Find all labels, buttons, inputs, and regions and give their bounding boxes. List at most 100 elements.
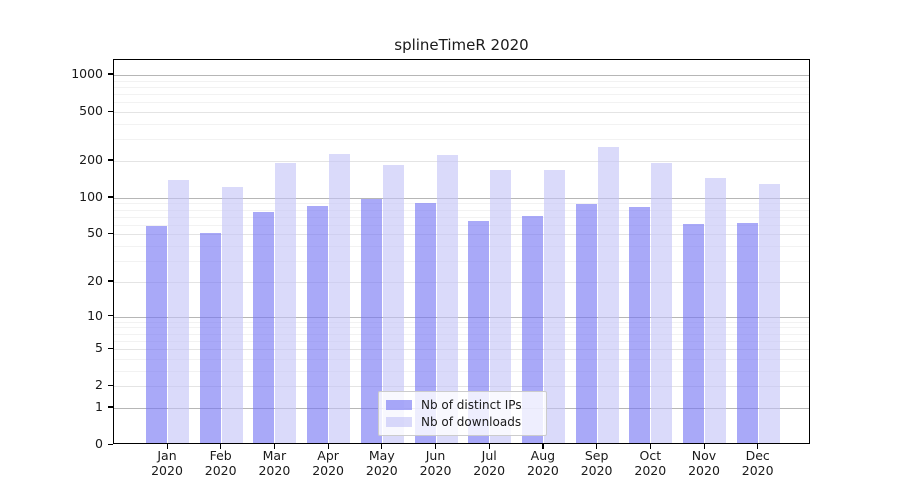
x-tick-year: 2020 [473,463,506,478]
x-tick-label: Sep 2020 [565,448,629,478]
bar-distinct-ips [146,226,167,443]
bar-downloads [651,163,673,443]
minor-gridline [114,80,809,82]
x-tick-year: 2020 [419,463,452,478]
x-tick-mark [542,444,544,449]
x-tick-label: Oct 2020 [618,448,682,478]
x-tick-label: Jun 2020 [404,448,468,478]
bar-distinct-ips [575,203,597,443]
x-tick-month: Jul [481,448,497,463]
bar-distinct-ips [253,211,275,443]
x-tick-mark [596,444,598,449]
x-tick-label: Nov 2020 [672,448,736,478]
y-tick-label: 200 [79,151,103,167]
y-tick-label: 1000 [71,65,103,81]
legend-label-downloads: Nb of downloads [421,415,522,430]
x-tick-mark [381,444,383,449]
x-tick-mark [757,444,759,449]
legend-item-downloads: Nb of downloads [386,415,546,429]
y-tick-mark [108,315,113,317]
bar-distinct-ips [629,207,651,443]
minor-gridline [114,261,809,263]
bar-distinct-ips [199,233,221,443]
bar-downloads [275,162,297,443]
x-tick-month: Apr [317,448,339,463]
y-tick-label: 50 [87,225,103,241]
major-gridline [114,74,809,76]
x-tick-label: Jul 2020 [457,448,521,478]
x-tick-mark [220,444,222,449]
bar-downloads [382,165,404,443]
y-tick-label: 500 [79,103,103,119]
x-tick-mark [649,444,651,449]
bar-distinct-ips [360,199,382,443]
minor-gridline [114,321,809,323]
chart-title: splineTimeR 2020 [394,36,529,54]
minor-gridline [114,102,809,104]
x-tick-mark [488,444,490,449]
x-tick-label: Mar 2020 [242,448,306,478]
x-tick-month: Mar [262,448,287,463]
bar-downloads [758,183,780,443]
bar-distinct-ips [468,221,490,443]
y-tick-mark [108,159,113,161]
minor-gridline [114,209,809,211]
x-tick-month: Sep [584,448,609,463]
y-tick-label: 10 [87,307,103,323]
x-tick-label: Aug 2020 [511,448,575,478]
bar-downloads [490,169,512,443]
bar-distinct-ips [414,203,436,443]
minor-gridline [114,246,809,248]
bar-downloads [329,153,351,443]
x-tick-month: Oct [639,448,662,463]
x-tick-mark [166,444,168,449]
y-tick-mark [108,347,113,349]
minor-gridline [114,112,809,114]
x-tick-year: 2020 [634,463,667,478]
x-tick-year: 2020 [741,463,774,478]
minor-gridline [114,139,809,141]
major-gridline [114,197,809,199]
y-tick-mark [108,73,113,75]
minor-gridline [114,160,809,162]
x-tick-year: 2020 [312,463,344,478]
x-tick-year: 2020 [204,463,237,478]
y-tick-label: 2 [95,377,103,393]
x-tick-month: Feb [209,448,232,463]
bar-distinct-ips [736,222,758,443]
x-tick-month: Nov [691,448,717,463]
bar-downloads [597,146,619,443]
minor-gridline [114,358,809,360]
legend: Nb of distinct IPs Nb of downloads [378,391,547,436]
bar-downloads [543,169,565,443]
x-tick-mark [273,444,276,449]
y-tick-mark [108,406,113,408]
y-tick-mark [108,232,113,235]
minor-gridline [114,123,809,125]
y-tick-mark [108,443,113,445]
y-tick-label: 0 [95,436,103,451]
minor-gridline [114,86,809,88]
minor-gridline [114,327,809,329]
bar-downloads [168,179,189,443]
minor-gridline [114,224,809,226]
x-tick-year: 2020 [688,463,720,478]
y-tick-mark [108,384,113,386]
x-tick-year: 2020 [526,463,559,478]
x-tick-month: Jun [425,448,446,463]
minor-gridline [114,94,809,96]
plot-area [113,59,810,444]
minor-gridline [114,216,809,218]
y-tick-mark [108,196,113,198]
minor-gridline [114,234,809,236]
x-tick-label: May 2020 [350,448,414,478]
bar-distinct-ips [683,223,704,443]
minor-gridline [114,333,809,335]
x-tick-year: 2020 [580,463,613,478]
y-tick-label: 100 [79,188,103,204]
minor-gridline [114,349,809,351]
y-tick-mark [108,280,113,282]
x-tick-year: 2020 [365,463,398,478]
x-tick-year: 2020 [258,463,291,478]
